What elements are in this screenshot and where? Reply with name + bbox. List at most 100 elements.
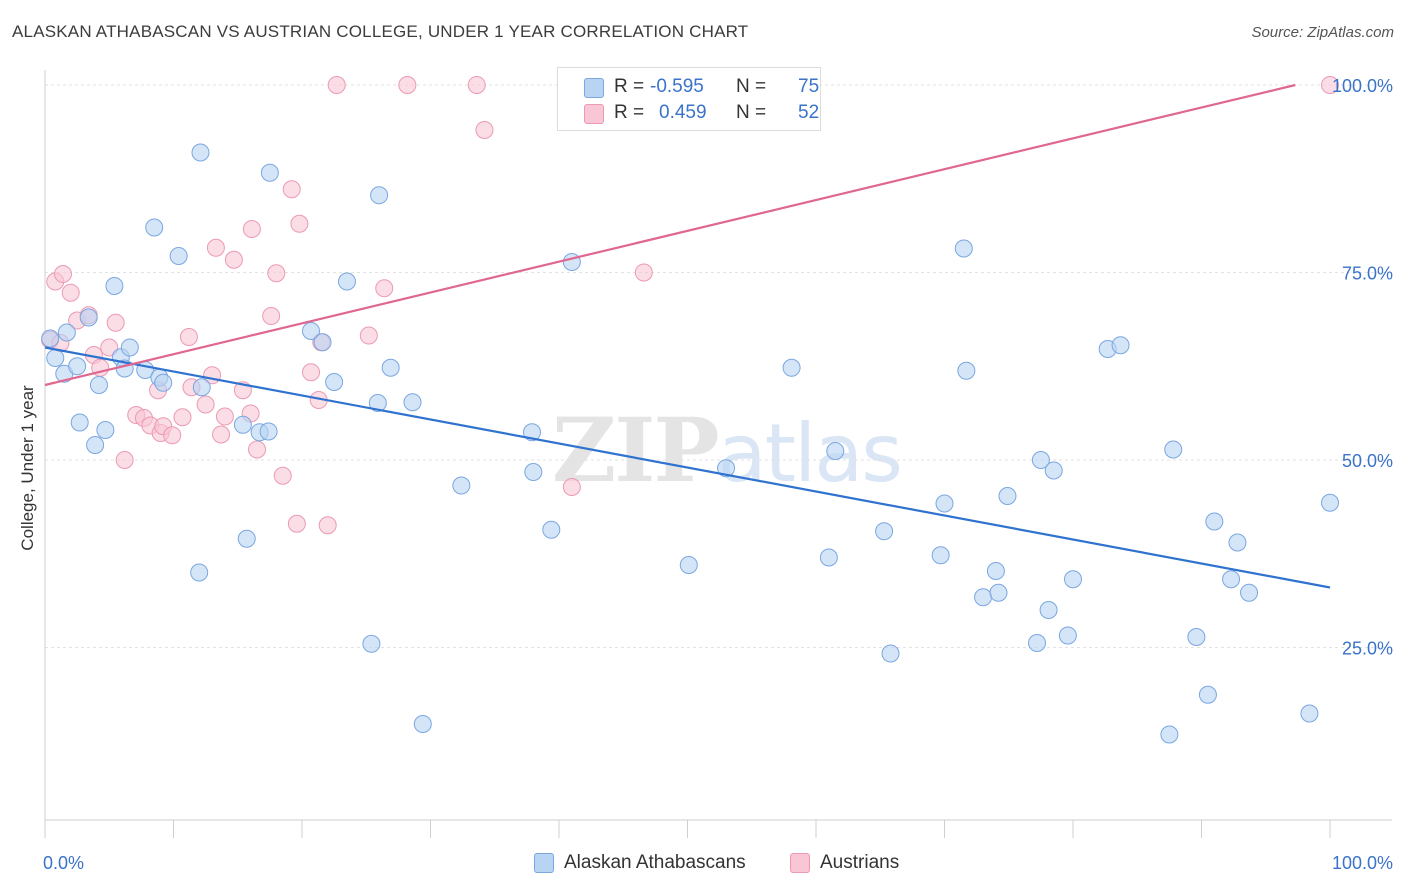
x-tick-label: 100.0%: [1332, 853, 1393, 873]
austrian-point: [248, 440, 267, 459]
athabascan-point: [935, 494, 954, 513]
blue-swatch: [534, 853, 554, 873]
n-label: N =: [736, 76, 767, 97]
gridlines: [45, 84, 1392, 648]
athabascan-point: [381, 358, 400, 377]
athabascan-point: [1240, 583, 1259, 602]
austrian-point: [301, 363, 320, 382]
austrian-point: [262, 307, 281, 325]
athabascan-point: [782, 358, 801, 377]
austrian-point: [267, 264, 286, 283]
athabascan-point: [413, 715, 432, 733]
athabascan-point: [403, 393, 422, 412]
athabascan-point: [68, 357, 87, 376]
athabascan-point: [46, 349, 65, 367]
austrian-point: [61, 283, 80, 302]
athabascan-point: [337, 272, 356, 291]
athabascan-point: [542, 520, 561, 539]
austrian-point: [359, 326, 378, 345]
athabascan-point: [41, 329, 60, 348]
austrian-point: [475, 121, 494, 139]
athabascan-point: [96, 421, 115, 439]
austrian-point: [242, 220, 261, 238]
athabascan-point: [881, 644, 900, 663]
austrian-point: [106, 313, 125, 332]
austrian-point: [467, 76, 486, 94]
athabascan-point: [1321, 493, 1339, 512]
athabascan-point: [301, 322, 320, 340]
austrian-point: [375, 279, 394, 298]
austrian-point: [398, 76, 417, 94]
athabascan-point: [105, 277, 124, 295]
n-value: 52: [798, 102, 820, 123]
athabascan-point: [237, 529, 256, 548]
athabascan-point: [974, 588, 993, 607]
athabascan-point: [79, 308, 98, 327]
y-tick-label: 100.0%: [1332, 76, 1393, 96]
athabascan-point: [1228, 533, 1247, 552]
austrian-point: [206, 238, 225, 257]
austrian-point: [115, 451, 134, 469]
series-name: Austrians: [820, 852, 900, 873]
x-tick-label: 0.0%: [43, 853, 84, 873]
athabascan-point: [370, 186, 389, 205]
axes: [44, 70, 1392, 838]
athabascan-point: [145, 218, 164, 237]
austrian-point: [100, 338, 119, 357]
austrian-trend-line: [44, 83, 1296, 387]
source-credit: Source: ZipAtlas.com: [1251, 24, 1394, 41]
y-tick-label: 75.0%: [1342, 264, 1393, 284]
n-value: 75: [798, 76, 820, 97]
trend-lines: [44, 83, 1331, 589]
athabascan-point: [169, 247, 188, 265]
athabascan-point: [523, 423, 542, 442]
r-label: R =: [614, 76, 645, 97]
athabascan-point: [826, 442, 845, 460]
y-tick-label: 25.0%: [1342, 639, 1393, 659]
athabascan-point: [89, 376, 108, 394]
austrian-point: [215, 407, 234, 426]
athabascan-point: [819, 548, 838, 567]
athabascan-point: [679, 556, 698, 574]
athabascan-point: [1205, 512, 1224, 531]
r-value: -0.595: [650, 76, 704, 97]
athabascan-point: [313, 333, 332, 352]
athabascans-points: [41, 143, 1339, 744]
athabascan-point: [998, 487, 1017, 505]
austrian-point: [224, 250, 243, 269]
athabascan-point: [986, 562, 1005, 580]
athabascan-point: [191, 143, 210, 162]
austrian-point: [1321, 76, 1339, 94]
austrian-point: [327, 76, 346, 94]
athabascan-point: [931, 546, 950, 565]
correlation-legend: R = -0.595 N = 75 R = 0.459 N = 52: [557, 67, 821, 131]
blue-swatch: [584, 78, 604, 98]
athabascan-point: [368, 394, 387, 412]
athabascan-point: [325, 373, 344, 391]
athabascan-point: [86, 436, 105, 454]
athabascan-point: [57, 323, 76, 342]
athabascan-point: [154, 373, 173, 392]
athabascan-point: [717, 459, 736, 478]
athabascan-point: [1164, 440, 1183, 459]
series-name: Alaskan Athabascans: [564, 852, 746, 873]
athabascan-point: [192, 378, 211, 397]
athabascan-point: [1031, 451, 1050, 469]
austrian-point: [287, 514, 306, 533]
austrian-point: [173, 408, 192, 427]
athabascan-point: [120, 338, 139, 357]
athabascan-point: [190, 563, 209, 582]
pink-swatch: [584, 104, 604, 124]
austrian-point: [634, 263, 653, 282]
r-label: R =: [614, 102, 645, 123]
watermark-atlas: atlas: [717, 407, 903, 500]
athabascan-point: [957, 361, 976, 380]
austrian-point: [53, 265, 72, 283]
chart-title: ALASKAN ATHABASCAN VS AUSTRIAN COLLEGE, …: [12, 22, 749, 41]
austrian-point: [318, 516, 337, 535]
athabascan-point: [524, 463, 543, 481]
r-value: 0.459: [659, 102, 707, 123]
athabascan-point: [989, 583, 1008, 602]
athabascan-point: [1300, 704, 1319, 723]
athabascan-point: [1187, 628, 1206, 646]
